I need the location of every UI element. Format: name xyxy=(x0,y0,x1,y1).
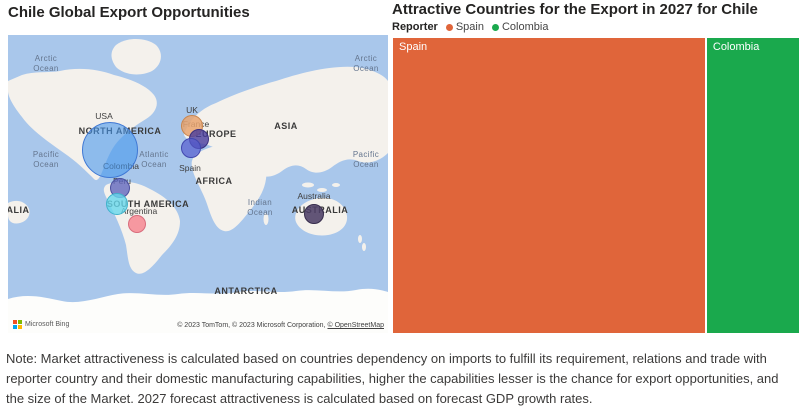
treemap-block-label: Spain xyxy=(399,41,428,53)
colombia-legend-dot-icon xyxy=(491,23,499,31)
map-bubble-peru[interactable] xyxy=(106,193,128,215)
legend-items: Spain Colombia xyxy=(445,21,549,33)
map-bubble-argentina[interactable] xyxy=(128,215,146,233)
treemap-legend: Reporter Spain Colombia xyxy=(392,21,548,33)
map-bubble-spain[interactable] xyxy=(181,138,201,158)
legend-item-label: Spain xyxy=(455,21,484,33)
treemap-block-colombia[interactable]: Colombia xyxy=(706,38,799,333)
openstreetmap-link[interactable]: © OpenStreetMap xyxy=(327,322,384,329)
spain-legend-dot-icon xyxy=(445,23,453,31)
treemap-visual-title: Attractive Countries for the Export in 2… xyxy=(392,1,758,18)
map-bubble-usa[interactable] xyxy=(82,122,138,178)
legend-item-label: Colombia xyxy=(501,21,549,33)
world-map-landmass xyxy=(8,39,388,333)
map-attribution: © 2023 TomTom, © 2023 Microsoft Corporat… xyxy=(177,322,384,329)
map-visual-title: Chile Global Export Opportunities xyxy=(8,4,250,21)
footnote: Note: Market attractiveness is calculate… xyxy=(6,351,779,407)
attribution-text: © 2023 TomTom, © 2023 Microsoft Corporat… xyxy=(177,322,328,329)
legend-item-spain[interactable]: Spain xyxy=(445,21,484,33)
bing-logo-label: Microsoft Bing xyxy=(25,321,70,328)
legend-title: Reporter xyxy=(392,21,438,33)
map-bubble-australia[interactable] xyxy=(304,204,324,224)
bing-logo: Microsoft Bing xyxy=(13,320,69,329)
microsoft-logo-icon xyxy=(13,320,22,329)
treemap: Spain Colombia xyxy=(393,38,799,333)
treemap-block-spain[interactable]: Spain xyxy=(393,38,705,333)
map-canvas[interactable]: Microsoft Bing © 2023 TomTom, © 2023 Mic… xyxy=(8,35,388,333)
treemap-block-label: Colombia xyxy=(712,41,760,53)
legend-item-colombia[interactable]: Colombia xyxy=(491,21,549,33)
